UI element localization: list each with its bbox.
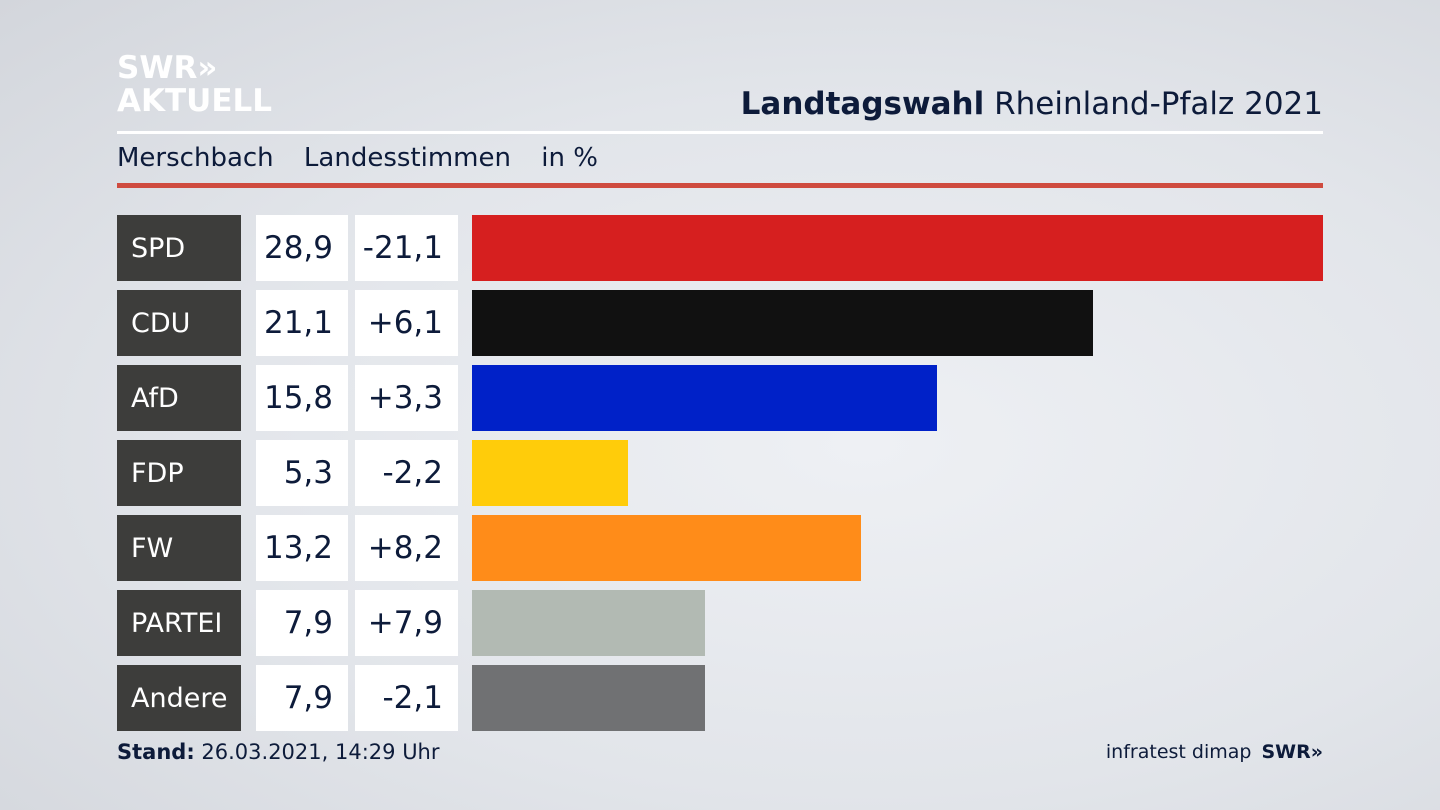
subtitle-type: Landesstimmen [303,143,511,173]
title-bold: Landtagswahl [740,86,985,122]
chart-subtitle: Merschbach Landesstimmen in % [117,143,620,173]
party-label: FDP [117,440,241,506]
stand-value: 26.03.2021, 14:29 Uhr [201,740,440,764]
bar [472,365,938,431]
change-label: -2,2 [355,440,458,506]
timestamp: Stand: 26.03.2021, 14:29 Uhr [117,740,440,764]
bar [472,665,705,731]
bar-row: PARTEI 7,9 +7,9 [117,590,1323,656]
change-label: +3,3 [355,365,458,431]
accent-divider [117,183,1323,188]
bar [472,215,1323,281]
vote-share-label: 21,1 [256,290,348,356]
bar-row: FDP 5,3 -2,2 [117,440,1323,506]
logo-line-aktuell: AKTUELL [117,83,273,119]
vote-share-label: 28,9 [256,215,348,281]
change-label: -21,1 [355,215,458,281]
vote-share-label: 13,2 [256,515,348,581]
chart-title: Landtagswahl Rheinland-Pfalz 2021 [741,86,1323,122]
swr-aktuell-logo: SWR» AKTUELL [117,52,272,118]
bar-row: FW 13,2 +8,2 [117,515,1323,581]
vote-share-label: 15,8 [256,365,348,431]
party-label: PARTEI [117,590,241,656]
subtitle-unit: in % [541,143,598,173]
bar [472,440,629,506]
party-label: SPD [117,215,241,281]
bar-row: CDU 21,1 +6,1 [117,290,1323,356]
change-label: -2,1 [355,665,458,731]
header-divider [117,131,1323,134]
source-credit: infratest dimap SWR» [1106,741,1323,763]
bar-row: Andere 7,9 -2,1 [117,665,1323,731]
swr-brand: SWR» [1261,741,1323,763]
bar-row: SPD 28,9 -21,1 [117,215,1323,281]
bar [472,515,861,581]
title-rest: Rheinland-Pfalz 2021 [994,86,1323,122]
party-label: Andere [117,665,241,731]
subtitle-place: Merschbach [117,143,274,173]
stand-label: Stand: [117,740,195,764]
vote-share-label: 7,9 [256,665,348,731]
bar [472,290,1094,356]
vote-share-label: 7,9 [256,590,348,656]
party-label: AfD [117,365,241,431]
source-label: infratest dimap [1105,741,1252,763]
change-label: +8,2 [355,515,458,581]
change-label: +7,9 [355,590,458,656]
party-label: FW [117,515,241,581]
vote-share-label: 5,3 [256,440,348,506]
change-label: +6,1 [355,290,458,356]
logo-line-swr: SWR» [117,50,218,86]
bar-row: AfD 15,8 +3,3 [117,365,1323,431]
bar [472,590,705,656]
party-label: CDU [117,290,241,356]
